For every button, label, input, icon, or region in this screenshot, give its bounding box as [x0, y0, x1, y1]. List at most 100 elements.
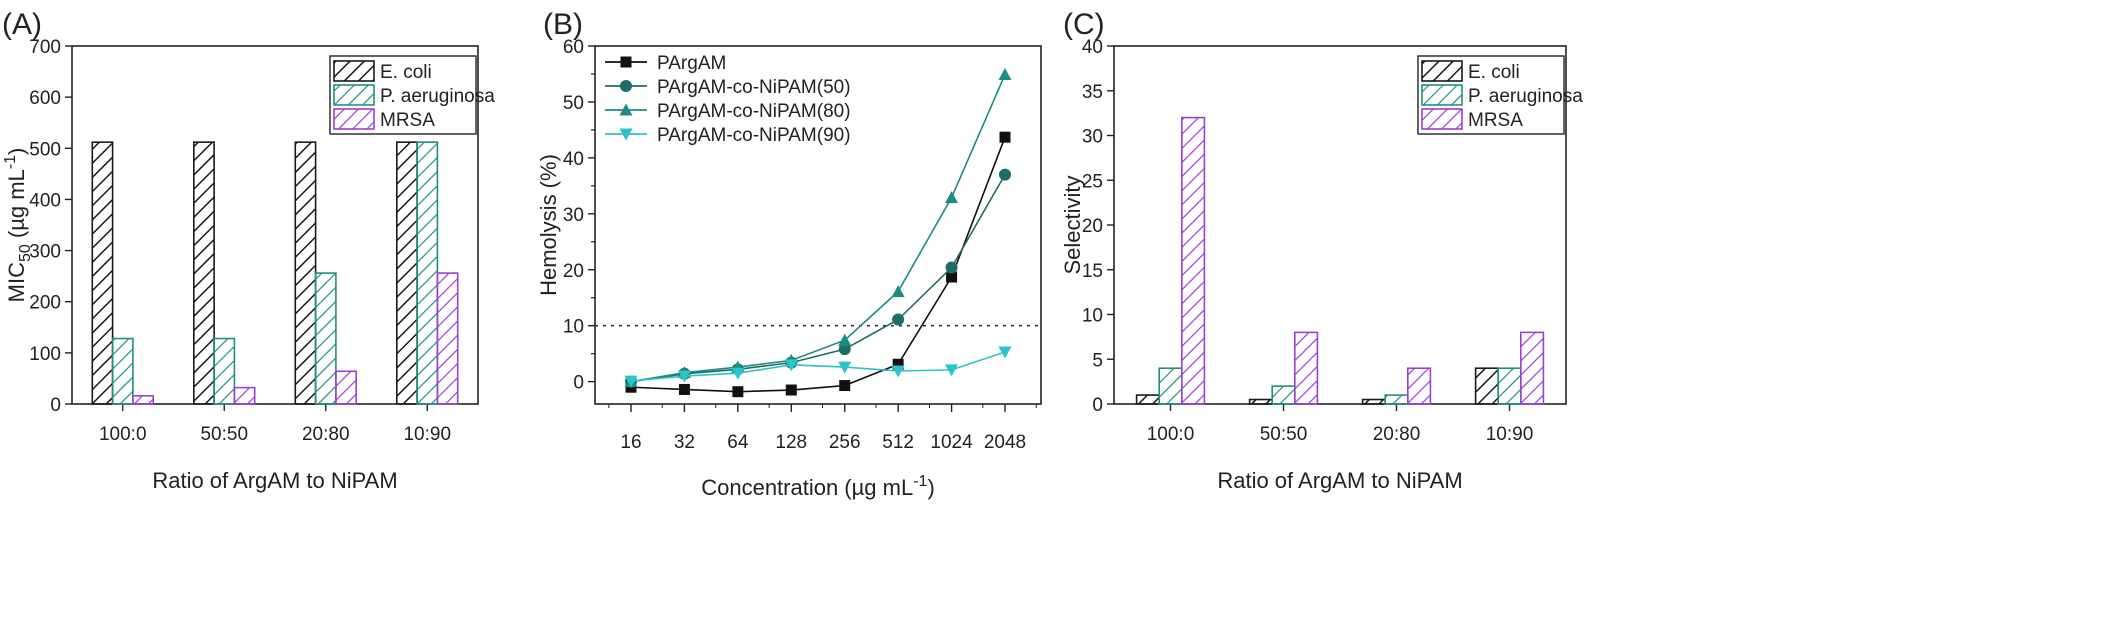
panel-b-y-axis: 0 10 20 30 40 50 60 — [563, 37, 595, 394]
panel-a-bar — [416, 141, 439, 405]
panel-b-legend-marker — [620, 56, 632, 68]
panel-a-x-axis-title: Ratio of ArgAM to NiPAM — [152, 468, 397, 493]
panel-b-x-tick-label: 16 — [620, 432, 641, 453]
panel-c-x-tick-label: 20:80 — [1373, 424, 1421, 445]
panel-b-point — [998, 68, 1012, 81]
panel-a-x-tick-label: 50:50 — [200, 424, 248, 445]
panel-c-legend-swatch — [1421, 84, 1463, 106]
panel-b-series-line — [630, 74, 1006, 383]
panel-a-y-axis: 0 100 200 300 400 500 600 700 — [29, 37, 72, 416]
panel-b-series-line — [630, 174, 1006, 383]
panel-a-bar — [233, 386, 256, 405]
panel-b-x-tick-label: 512 — [882, 432, 914, 453]
panel-c-y-tick-label: 10 — [1082, 306, 1103, 327]
panel-b-x-tick-label: 32 — [674, 432, 695, 453]
panel-b-point — [998, 346, 1012, 359]
panel-c-y-tick-label: 25 — [1082, 171, 1103, 192]
panel-b-y-tick-label: 50 — [563, 93, 584, 114]
panel-a-legend-label: E. coli — [380, 62, 432, 83]
panel-a-y-tick-label: 400 — [29, 190, 61, 211]
panel-b-x-axis-title: Concentration (µg mL-1) — [701, 473, 935, 500]
panel-a-bars — [91, 141, 459, 405]
panel-c-x-axis: 100:0 50:50 20:80 10:90 — [1147, 404, 1534, 445]
panel-c-label: (C) — [1063, 8, 1105, 41]
panel-c-bar — [1407, 367, 1432, 405]
panel-b-point — [838, 361, 852, 374]
panel-c-x-tick-label: 10:90 — [1486, 424, 1534, 445]
panel-c: (C) 0 5 10 15 20 25 30 35 40 100:0 50:50 20:80 10:9… — [1060, 8, 1583, 493]
panel-b-point — [785, 384, 797, 396]
panel-a-bar — [294, 141, 317, 405]
panel-b-legend-marker — [619, 103, 633, 116]
panel-b-series-line — [630, 351, 1006, 382]
panel-a-y-tick-label: 600 — [29, 88, 61, 109]
panel-c-y-tick-label: 40 — [1082, 37, 1103, 58]
panel-b-point — [892, 358, 904, 370]
panel-b-point — [677, 370, 691, 383]
panel-b-y-tick-label: 40 — [563, 149, 584, 170]
panel-b-point — [999, 131, 1011, 143]
panel-c-y-axis-title: Selectivity — [1060, 175, 1085, 274]
panel-a-bar — [395, 141, 418, 405]
panel-b-lines — [624, 68, 1012, 398]
panel-b-plot-frame — [594, 45, 1042, 405]
panel-b-point — [945, 261, 958, 274]
panel-b-label: (B) — [543, 8, 583, 41]
panel-b-legend-label: PArgAM — [657, 53, 726, 74]
panel-c-x-tick-label: 50:50 — [1260, 424, 1308, 445]
panel-b-point — [945, 191, 959, 204]
panel-b-legend-marker — [619, 128, 633, 141]
panel-c-legend-label: E. coli — [1468, 62, 1520, 83]
panel-a-x-axis: 100:0 50:50 20:80 10:90 — [99, 404, 451, 445]
panel-b-point — [891, 365, 905, 378]
panel-b-legend-marker — [620, 80, 632, 92]
panel-a-bar — [436, 272, 459, 405]
panel-a-y-tick-label: 0 — [50, 395, 61, 416]
panel-a-y-tick-label: 200 — [29, 293, 61, 314]
panel-c-bar — [1520, 331, 1545, 405]
panel-b-legend-label: PArgAM-co-NiPAM(50) — [657, 77, 851, 98]
panel-b-y-tick-label: 0 — [573, 373, 584, 394]
panel-b-legend-label: PArgAM-co-NiPAM(90) — [657, 125, 851, 146]
panel-b-y-tick-label: 20 — [563, 261, 584, 282]
panel-b: (B) 0 10 20 30 40 50 60 16 32 64 128 256 512 1024 204… — [536, 8, 1042, 500]
panel-c-legend: E. coli P. aeruginosa MRSA — [1417, 55, 1583, 135]
panel-b-point — [945, 364, 959, 377]
panel-c-legend-swatch — [1421, 60, 1463, 82]
panel-a-bar — [91, 141, 114, 405]
panel-b-point — [892, 313, 905, 326]
panel-b-x-tick-label: 128 — [775, 432, 807, 453]
panel-b-y-tick-label: 10 — [563, 317, 584, 338]
panel-a-bar — [111, 337, 134, 405]
panel-b-point — [624, 375, 638, 388]
panel-b-point — [946, 271, 958, 283]
panel-a-legend-swatch — [333, 60, 375, 82]
panel-b-point — [891, 285, 905, 298]
panel-a-legend-swatch — [333, 84, 375, 106]
panel-a-legend-label: P. aeruginosa — [380, 86, 495, 107]
panel-b-x-tick-label: 2048 — [984, 432, 1026, 453]
panel-b-point — [838, 333, 852, 346]
panel-b-point — [678, 383, 690, 395]
panel-c-y-tick-label: 0 — [1092, 395, 1103, 416]
panel-c-x-tick-label: 100:0 — [1147, 424, 1195, 445]
panel-c-bar — [1158, 367, 1183, 405]
panel-a: (A) 0 100 200 300 400 500 600 700 100:0 50:50 20:… — [2, 8, 495, 493]
panel-c-bar — [1497, 367, 1522, 405]
panel-a-y-tick-label: 100 — [29, 344, 61, 365]
panel-c-bar — [1474, 367, 1499, 405]
panel-b-legend: PArgAM PArgAM-co-NiPAM(50) PArgAM-co-NiPAM… — [605, 53, 851, 146]
panel-b-point — [731, 367, 745, 380]
panel-c-y-tick-label: 30 — [1082, 127, 1103, 148]
panel-b-point — [784, 359, 798, 372]
panel-c-y-tick-label: 15 — [1082, 261, 1103, 282]
panel-c-bar — [1384, 394, 1409, 405]
panel-c-legend-swatch — [1421, 108, 1463, 130]
panel-a-bar — [335, 370, 357, 405]
panel-c-legend-label: P. aeruginosa — [1468, 86, 1583, 107]
panel-c-bars — [1135, 116, 1545, 405]
panel-c-bar — [1361, 398, 1386, 405]
panel-c-bar — [1135, 394, 1160, 405]
panel-c-bar — [1294, 331, 1319, 405]
